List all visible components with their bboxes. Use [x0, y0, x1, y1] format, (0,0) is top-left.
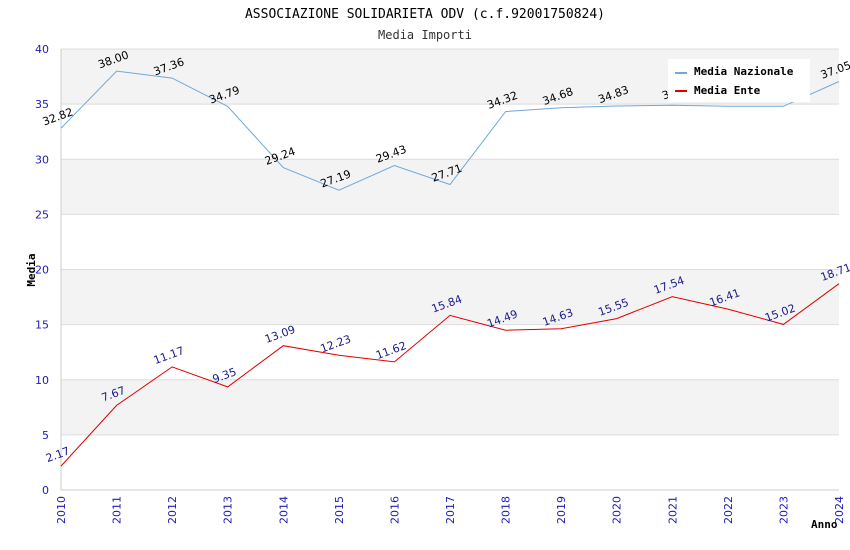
x-tick-label: 2012 — [166, 496, 179, 524]
y-tick-label: 40 — [35, 43, 49, 56]
y-tick-label: 0 — [42, 484, 49, 497]
y-tick-label: 5 — [42, 429, 49, 442]
x-tick-label: 2024 — [833, 496, 846, 524]
y-tick-label: 10 — [35, 374, 49, 387]
x-tick-label: 2022 — [722, 496, 735, 524]
legend: Media Nazionale Media Ente — [668, 59, 810, 102]
x-axis-title: Anno — [811, 518, 838, 531]
grid-band — [61, 379, 839, 435]
x-tick-label: 2019 — [555, 496, 568, 524]
y-tick-label: 15 — [35, 319, 49, 332]
grid-bands — [61, 49, 839, 435]
x-tick-label: 2013 — [222, 496, 235, 524]
y-tick-label: 35 — [35, 98, 49, 111]
data-label-ente: 11.62 — [374, 339, 408, 362]
legend-box — [668, 59, 810, 102]
y-tick-labels: 0 5 10 15 20 25 30 35 40 — [35, 43, 49, 497]
x-tick-label: 2021 — [666, 496, 679, 524]
x-tick-label: 2023 — [777, 496, 790, 524]
series-line-nazionale — [60, 70, 840, 191]
x-tick-label: 2016 — [388, 496, 401, 524]
chart-title: ASSOCIAZIONE SOLIDARIETA ODV (c.f.920017… — [245, 7, 605, 22]
y-tick-label: 30 — [35, 153, 49, 166]
x-tick-label: 2010 — [55, 496, 68, 524]
y-tick-label: 25 — [35, 208, 49, 221]
y-tick-label: 20 — [35, 264, 49, 277]
x-tick-label: 2011 — [111, 496, 124, 524]
y-axis-title: Media — [25, 253, 38, 286]
data-label-ente: 2.17 — [44, 445, 71, 466]
data-label-ente: 12.23 — [319, 332, 353, 355]
grid-lines — [61, 48, 839, 436]
series-lines — [60, 70, 840, 467]
data-label-ente: 13.09 — [263, 323, 297, 346]
chart-subtitle: Media Importi — [378, 28, 472, 42]
data-label-ente: 11.17 — [152, 344, 186, 367]
legend-label-nazionale: Media Nazionale — [694, 65, 794, 78]
x-tick-label: 2014 — [277, 496, 290, 524]
legend-label-ente: Media Ente — [694, 84, 761, 97]
x-tick-label: 2017 — [444, 496, 457, 524]
x-tick-label: 2015 — [333, 496, 346, 524]
x-tick-label: 2020 — [611, 496, 624, 524]
series-line-ente — [60, 283, 840, 467]
x-tick-labels: 2010 2011 2012 2013 2014 2015 2016 2017 2018 2019… — [55, 496, 846, 524]
x-tick-label: 2018 — [500, 496, 513, 524]
grid-band — [61, 159, 839, 215]
